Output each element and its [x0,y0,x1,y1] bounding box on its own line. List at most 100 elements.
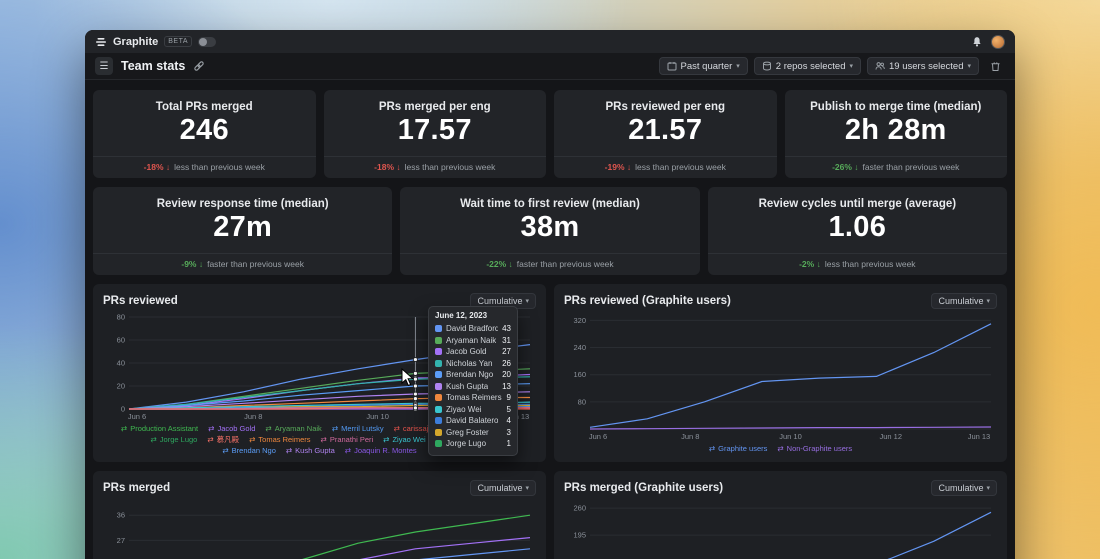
svg-text:Jun 6: Jun 6 [128,412,146,421]
stat-title: Review cycles until merge (average) [759,198,957,210]
chart-legend: ⇄Graphite users ⇄Non-Graphite users [564,444,997,453]
prs-merged-panel: PRs merged Cumulative ▾ 182736Jun 6Jun 8… [93,471,546,559]
stat-footer: -22% ↓ faster than previous week [400,253,699,275]
svg-text:60: 60 [117,336,125,345]
legend-item[interactable]: ⇄Aryaman Naik [265,424,321,433]
stat-delta: -26% ↓ [832,162,858,172]
stat-value: 246 [180,114,229,147]
svg-text:260: 260 [573,504,586,513]
legend-marker-icon: ⇄ [345,446,351,455]
stat-value: 38m [521,211,580,244]
repos-icon [762,61,772,71]
stat-delta: -18% ↓ [374,162,400,172]
stat-delta: -2% ↓ [799,259,821,269]
legend-item[interactable]: ⇄Brendan Ngo [222,446,276,455]
legend-item[interactable]: ⇄Tomas Reimers [249,434,310,445]
series-color-chip [435,440,442,447]
tooltip-series-value: 4 [507,416,511,425]
theme-toggle[interactable] [198,37,216,47]
chevron-down-icon: ▾ [986,484,990,492]
legend-item[interactable]: ⇄Jorge Lugo [151,434,198,445]
repos-filter[interactable]: 2 repos selected ▾ [754,57,861,75]
legend-item[interactable]: ⇄Jacob Gold [208,424,255,433]
legend-item[interactable]: ⇄Pranathi Peri [321,434,374,445]
stat-cards-row-1: Total PRs merged 246 -18% ↓ less than pr… [93,90,1007,178]
stat-title: PRs reviewed per eng [605,101,725,113]
stat-title: PRs merged per eng [379,101,491,113]
legend-label: Jacob Gold [217,424,255,433]
legend-marker-icon: ⇄ [265,424,271,433]
prs-reviewed-graphite-users-panel: PRs reviewed (Graphite users) Cumulative… [554,284,1007,462]
tooltip-series-value: 20 [502,370,511,379]
prs-merged-graphite-users-chart[interactable]: 65130195260Jun 6Jun 8Jun 10Jun 12Jun 13 [564,499,997,559]
stat-delta: -9% ↓ [181,259,203,269]
legend-label: Graphite users [718,444,767,453]
legend-label: Non-Graphite users [787,444,852,453]
panel-title: PRs merged [103,482,170,494]
delete-dashboard-button[interactable] [985,57,1005,75]
user-avatar[interactable] [991,35,1005,49]
prs-merged-graphite-users-panel: PRs merged (Graphite users) Cumulative ▾… [554,471,1007,559]
filter-label: Past quarter [681,61,733,72]
legend-marker-icon: ⇄ [207,435,213,444]
stat-cards-row-2: Review response time (median) 27m -9% ↓ … [93,187,1007,275]
link-icon[interactable] [193,60,205,72]
cumulative-select[interactable]: Cumulative ▾ [931,480,997,496]
tooltip-row: David Bradford43 [435,323,511,335]
tooltip-series-name: Brendan Ngo [446,370,493,379]
stat-title: Total PRs merged [156,101,253,113]
tooltip-date: June 12, 2023 [435,311,511,320]
stat-footer: -2% ↓ less than previous week [708,253,1007,275]
stat-title: Publish to merge time (median) [810,101,981,113]
stat-card-review-response-time: Review response time (median) 27m -9% ↓ … [93,187,392,275]
stat-value: 17.57 [398,114,472,147]
tooltip-series-value: 26 [502,359,511,368]
legend-item[interactable]: ⇄Ziyao Wei [383,434,426,445]
charts-row-1: PRs reviewed Cumulative ▾ 020406080Jun 6… [93,284,1007,462]
bell-icon[interactable] [971,36,983,48]
cumulative-select[interactable]: Cumulative ▾ [470,480,536,496]
legend-item[interactable]: ⇄Graphite users [709,444,768,453]
tooltip-series-value: 31 [502,336,511,345]
dashboard-content: Total PRs merged 246 -18% ↓ less than pr… [85,80,1015,559]
legend-item[interactable]: ⇄ 慕凡殿 [207,434,239,445]
svg-text:Jun 13: Jun 13 [968,432,991,441]
tooltip-series-value: 1 [507,439,511,448]
svg-text:160: 160 [573,370,586,379]
legend-label: 慕凡殿 [217,434,240,445]
stat-card-review-cycles: Review cycles until merge (average) 1.06… [708,187,1007,275]
chart-tooltip: June 12, 2023 David Bradford43Aryaman Na… [428,306,518,456]
panel-header: PRs merged Cumulative ▾ [103,479,536,497]
legend-item[interactable]: ⇄Production Assistant [121,424,198,433]
date-range-filter[interactable]: Past quarter ▾ [659,57,748,75]
legend-label: Production Assistant [130,424,198,433]
app-name: Graphite [113,36,158,48]
svg-text:40: 40 [117,359,125,368]
panel-header: PRs reviewed (Graphite users) Cumulative… [564,292,997,310]
prs-reviewed-panel: PRs reviewed Cumulative ▾ 020406080Jun 6… [93,284,546,462]
panel-header: PRs merged (Graphite users) Cumulative ▾ [564,479,997,497]
mode-label: Cumulative [477,483,522,493]
filter-label: 19 users selected [889,61,963,72]
menu-button[interactable]: ☰ [95,57,113,75]
legend-item[interactable]: ⇄Joaquin R. Montes [345,446,417,455]
stat-footer: -18% ↓ less than previous week [93,156,316,178]
tooltip-series-name: David Balatero [446,416,498,425]
cumulative-select[interactable]: Cumulative ▾ [931,293,997,309]
svg-text:80: 80 [117,313,125,322]
calendar-icon [667,61,677,71]
prs-reviewed-graphite-users-chart[interactable]: 80160240320Jun 6Jun 8Jun 10Jun 12Jun 13 [564,312,997,442]
legend-label: Merril Lutsky [341,424,384,433]
prs-merged-chart[interactable]: 182736Jun 6Jun 8Jun 10Jun 13 [103,499,536,559]
stat-value: 27m [213,211,272,244]
app-window: Graphite BETA ☰ Team stats [85,30,1015,559]
legend-item[interactable]: ⇄Merril Lutsky [332,424,384,433]
legend-label: Kush Gupta [295,446,335,455]
legend-item[interactable]: ⇄Non-Graphite users [777,444,852,453]
legend-item[interactable]: ⇄Kush Gupta [286,446,335,455]
tooltip-series-name: Greg Foster [446,428,489,437]
users-filter[interactable]: 19 users selected ▾ [867,57,979,75]
tooltip-series-name: Kush Gupta [446,382,488,391]
page-header: ☰ Team stats Past quarter ▾ [85,53,1015,80]
tooltip-series-name: Jacob Gold [446,347,486,356]
